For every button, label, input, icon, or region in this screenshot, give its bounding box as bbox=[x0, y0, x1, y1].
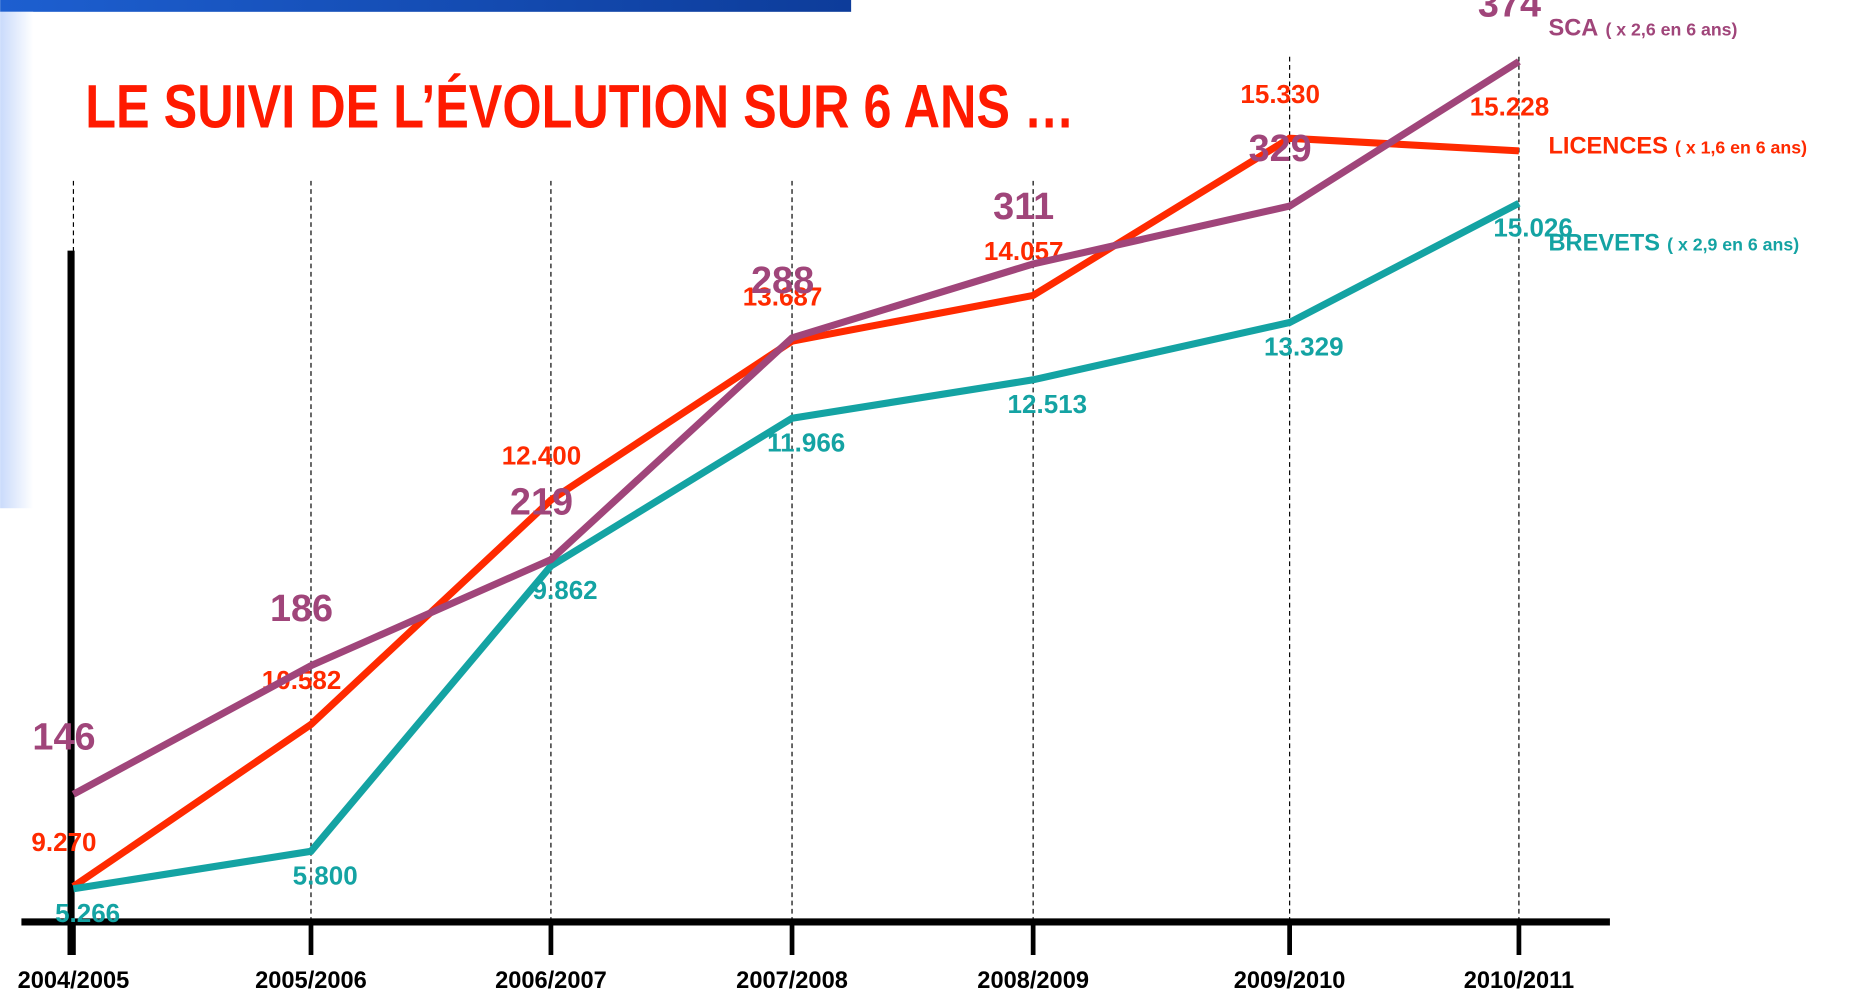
chart-title: LE SUIVI DE L’ÉVOLUTION SUR 6 ANS … bbox=[85, 72, 1074, 141]
x-tick-label: 2005/2006 bbox=[255, 968, 367, 994]
data-label: 5.800 bbox=[293, 860, 358, 890]
x-tick-label: 2004/2005 bbox=[18, 968, 130, 994]
data-label: 15.330 bbox=[1240, 79, 1320, 109]
data-label: 5.266 bbox=[55, 898, 120, 928]
data-label: 12.400 bbox=[502, 441, 582, 471]
legend-name: BREVETS bbox=[1548, 231, 1660, 257]
legend-note: ( x 2,9 en 6 ans) bbox=[1667, 235, 1799, 255]
data-label: 186 bbox=[270, 588, 333, 630]
data-label: 9.862 bbox=[533, 575, 598, 605]
legend-entry: BREVETS ( x 2,9 en 6 ans) bbox=[1548, 231, 1799, 257]
data-label: 374 bbox=[1478, 0, 1541, 26]
chart: LE SUIVI DE L’ÉVOLUTION SUR 6 ANS … 2004… bbox=[0, 0, 1850, 994]
x-tick-label: 2009/2010 bbox=[1234, 968, 1346, 994]
series-line bbox=[73, 138, 1518, 886]
legend-entry: LICENCES ( x 1,6 en 6 ans) bbox=[1548, 134, 1807, 160]
x-tick-label: 2008/2009 bbox=[977, 968, 1089, 994]
header-banner bbox=[0, 0, 851, 12]
data-label: 13.329 bbox=[1264, 332, 1344, 362]
x-tick-label: 2006/2007 bbox=[495, 968, 607, 994]
x-tick-label: 2007/2008 bbox=[736, 968, 848, 994]
data-label: 15.228 bbox=[1470, 91, 1550, 121]
legend-name: SCA bbox=[1548, 15, 1598, 41]
data-label: 146 bbox=[32, 716, 95, 758]
data-label: 11.966 bbox=[767, 427, 845, 457]
data-label: 12.513 bbox=[1008, 389, 1088, 419]
legend-name: LICENCES bbox=[1548, 134, 1667, 160]
data-label: 311 bbox=[993, 186, 1054, 228]
data-label: 219 bbox=[510, 482, 573, 524]
legend-note: ( x 2,6 en 6 ans) bbox=[1605, 19, 1737, 39]
x-tick-label: 2010/2011 bbox=[1464, 968, 1574, 994]
data-label: 288 bbox=[751, 260, 814, 302]
data-label: 9.270 bbox=[31, 827, 96, 857]
side-band bbox=[0, 12, 33, 508]
legend-note: ( x 1,6 en 6 ans) bbox=[1675, 138, 1807, 158]
legend-entry: SCA ( x 2,6 en 6 ans) bbox=[1548, 15, 1737, 41]
data-label: 329 bbox=[1249, 128, 1312, 170]
